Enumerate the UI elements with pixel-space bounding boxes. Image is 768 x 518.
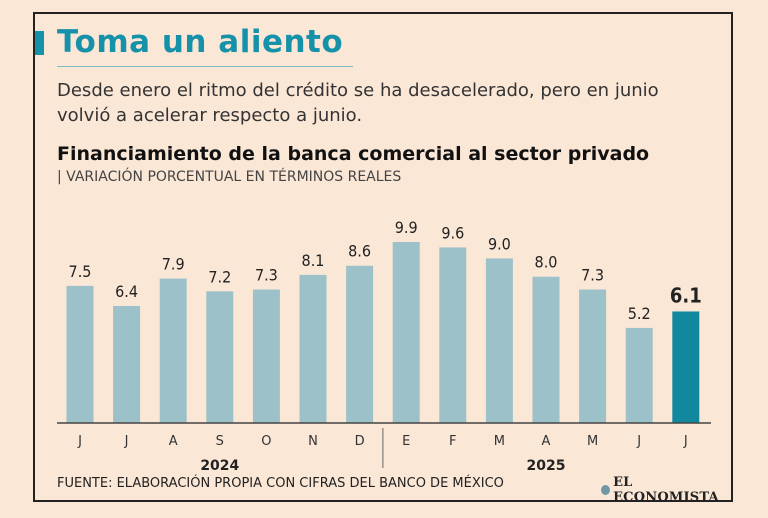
bar-6 <box>299 274 327 423</box>
bar-9 <box>439 247 467 423</box>
bar-5 <box>252 289 280 423</box>
bar-value-label-14: 6.1 <box>670 283 702 307</box>
x-tick-label-12: M <box>587 434 598 449</box>
page-subtitle: Desde enero el ritmo del crédito se ha d… <box>57 80 659 126</box>
x-tick-label-13: J <box>636 434 641 449</box>
title-underline <box>57 66 353 67</box>
year-label-2024: 2024 <box>200 458 239 474</box>
bar-value-label-2: 6.4 <box>115 282 138 301</box>
bar-value-label-3: 7.9 <box>162 255 185 274</box>
bar-14 <box>672 311 700 423</box>
x-tick-label-11: A <box>542 434 551 449</box>
bar-value-label-1: 7.5 <box>69 262 92 281</box>
brand-name: EL ECONOMISTA <box>613 475 719 505</box>
bar-value-label-5: 7.3 <box>255 266 278 285</box>
x-tick-label-8: E <box>402 434 410 449</box>
bar-8 <box>392 241 420 423</box>
chart-title: Financiamiento de la banca comercial al … <box>57 143 650 165</box>
x-tick-label-5: O <box>261 434 271 449</box>
x-tick-label-3: A <box>169 434 178 449</box>
chart-subtitle: | VARIACIÓN PORCENTUAL EN TÉRMINOS REALE… <box>57 169 402 185</box>
bar-value-label-6: 8.1 <box>302 251 325 270</box>
bar-value-label-12: 7.3 <box>581 266 604 285</box>
year-label-2025: 2025 <box>527 458 566 474</box>
x-tick-label-4: S <box>216 434 224 449</box>
x-tick-label-9: F <box>449 434 456 449</box>
x-tick-label-6: N <box>308 434 318 449</box>
bar-value-label-4: 7.2 <box>208 267 231 286</box>
brand-logo: EL ECONOMISTA <box>601 475 731 505</box>
bar-value-label-13: 5.2 <box>628 304 651 323</box>
bar-7 <box>346 265 374 423</box>
bar-11 <box>532 276 560 423</box>
bar-3 <box>159 278 187 423</box>
page-title: Toma un aliento <box>57 24 344 60</box>
bar-2 <box>113 305 141 423</box>
bar-12 <box>579 289 607 423</box>
source-note: FUENTE: ELABORACIÓN PROPIA CON CIFRAS DE… <box>57 476 504 491</box>
infographic-frame: Toma un aliento Desde enero el ritmo del… <box>33 12 733 505</box>
brand-mark-icon <box>601 485 611 495</box>
x-tick-label-14: J <box>683 434 688 449</box>
bar-1 <box>66 285 94 423</box>
bar-value-label-8: 9.9 <box>395 218 418 237</box>
bar-chart: 7.5 J 6.4 J 7.9 A 7.2 S 7.3 O 8.1 N 8.6 D 9.9 E 9.6 F 9.0 M… <box>57 218 711 474</box>
bar-value-label-9: 9.6 <box>441 223 464 242</box>
bar-value-label-7: 8.6 <box>348 242 371 261</box>
x-tick-label-2: J <box>124 434 129 449</box>
x-tick-label-1: J <box>77 434 82 449</box>
bar-value-label-10: 9.0 <box>488 234 511 253</box>
bar-4 <box>206 291 234 423</box>
bar-10 <box>485 258 513 423</box>
x-tick-label-7: D <box>355 434 365 449</box>
x-tick-label-10: M <box>494 434 505 449</box>
title-accent-bar <box>35 31 44 55</box>
bar-13 <box>625 327 653 423</box>
bar-value-label-11: 8.0 <box>535 253 558 272</box>
